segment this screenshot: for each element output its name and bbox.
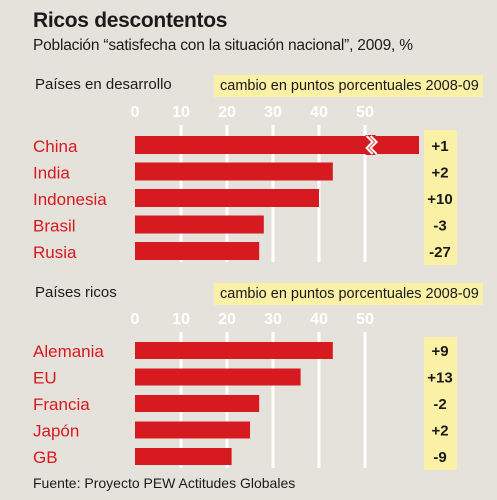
category-label: Japón	[33, 422, 79, 441]
x-tick-label: 0	[131, 311, 140, 328]
x-tick-label: 10	[172, 104, 190, 121]
category-label: Rusia	[33, 243, 77, 262]
bar	[135, 368, 301, 386]
change-header-developing: cambio en puntos porcentuales 2008-09	[214, 75, 483, 97]
x-tick-label: 30	[264, 311, 282, 328]
bar	[135, 421, 250, 439]
bar	[135, 189, 319, 207]
category-label: Brasil	[33, 217, 76, 236]
chart-subtitle: Población “satisfecha con la situación n…	[33, 37, 413, 54]
group-label-rich: Países ricos	[35, 284, 117, 301]
change-value: +13	[427, 370, 452, 387]
change-column-developing	[424, 130, 457, 265]
change-header-rich: cambio en puntos porcentuales 2008-09	[214, 283, 483, 305]
category-label: Indonesia	[33, 190, 107, 209]
bar	[135, 342, 333, 359]
change-value: -2	[433, 396, 446, 413]
category-label: China	[33, 137, 78, 156]
category-label: Alemania	[33, 342, 104, 361]
change-value: -27	[429, 244, 451, 261]
change-value: +9	[431, 343, 448, 360]
source-note: Fuente: Proyecto PEW Actitudes Globales	[33, 475, 296, 491]
x-tick-label: 40	[310, 311, 328, 328]
change-value: +1	[431, 138, 448, 155]
bar	[135, 136, 419, 154]
bar	[135, 162, 333, 181]
x-tick-label: 40	[310, 104, 328, 121]
x-tick-label: 30	[264, 104, 282, 121]
bar	[135, 215, 264, 234]
group-label-developing: Países en desarrollo	[35, 76, 172, 93]
category-label: Francia	[33, 395, 90, 414]
change-column-rich	[424, 337, 457, 470]
bar	[135, 242, 260, 260]
x-tick-label: 20	[218, 311, 236, 328]
category-label: GB	[33, 448, 58, 467]
category-label: EU	[33, 369, 57, 388]
change-value: +10	[427, 191, 452, 208]
x-tick-label: 50	[356, 104, 374, 121]
x-tick-label: 50	[356, 311, 374, 328]
category-label: India	[33, 164, 70, 183]
x-tick-label: 20	[218, 104, 236, 121]
change-value: -9	[433, 449, 446, 466]
axis-break-mark	[365, 135, 375, 155]
change-value: +2	[431, 423, 448, 440]
chart-title: Ricos descontentos	[33, 9, 228, 32]
x-tick-label: 10	[172, 311, 190, 328]
x-tick-label: 0	[131, 104, 140, 121]
bar	[135, 395, 260, 412]
change-value: +2	[431, 165, 448, 182]
axis-break-mark	[369, 135, 379, 155]
bar	[135, 448, 232, 465]
change-value: -3	[433, 218, 446, 235]
